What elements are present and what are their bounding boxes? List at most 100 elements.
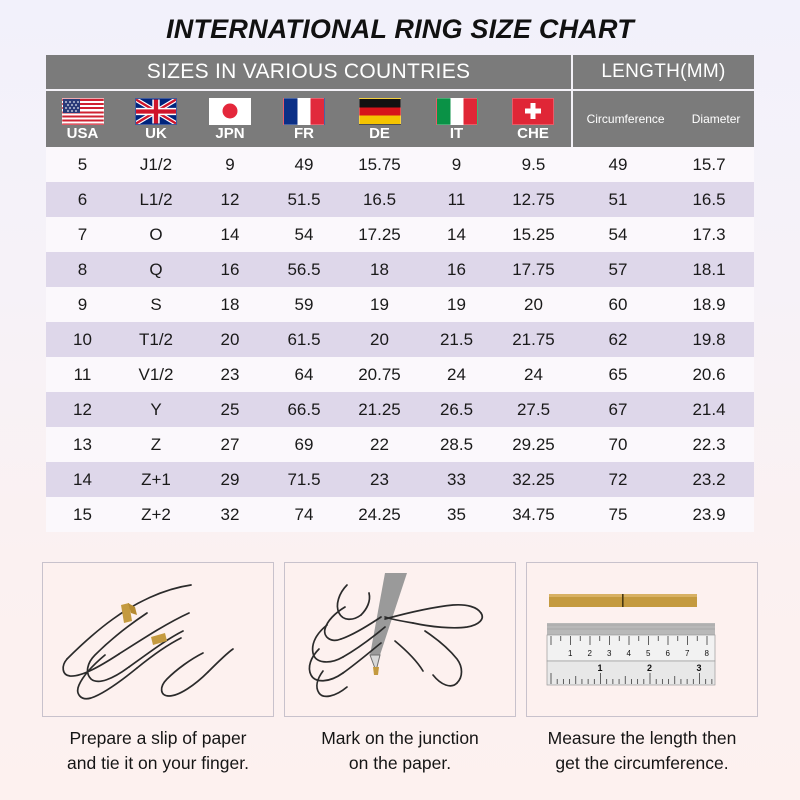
cell-circumference: 70 [572, 427, 664, 462]
table-body: 5 J1/2 9 49 15.75 9 9.5 49 15.7 6 L1/2 12 51.5 16.5 11… [46, 147, 755, 532]
cell-che: 27.5 [495, 392, 572, 427]
cell-de: 15.75 [341, 147, 418, 182]
cell-usa: 8 [46, 252, 119, 287]
cell-uk: Y [119, 392, 193, 427]
uk-label: UK [145, 124, 167, 142]
panel-3-caption-line1: Measure the length then [547, 728, 737, 748]
cell-che: 32.25 [495, 462, 572, 497]
cell-de: 18 [341, 252, 418, 287]
cell-circumference: 57 [572, 252, 664, 287]
cell-de: 23 [341, 462, 418, 497]
paper-strip-gold-1 [121, 603, 137, 623]
cell-fr: 74 [267, 497, 341, 532]
inch-tick-label: 3 [697, 663, 702, 673]
cell-jpn: 9 [193, 147, 267, 182]
table-row: 6 L1/2 12 51.5 16.5 11 12.75 51 16.5 [46, 182, 755, 217]
uk-flag-icon [135, 97, 177, 125]
header-group-row: SIZES IN VARIOUS COUNTRIES LENGTH(MM) [46, 55, 755, 89]
japan-flag-icon [209, 97, 251, 125]
cell-usa: 15 [46, 497, 119, 532]
cell-uk: L1/2 [119, 182, 193, 217]
instruction-panel-1: Prepare a slip of paper and tie it on yo… [42, 562, 274, 776]
cell-de: 20.75 [341, 357, 418, 392]
cell-fr: 71.5 [267, 462, 341, 497]
cell-it: 33 [418, 462, 495, 497]
cell-circumference: 49 [572, 147, 664, 182]
cell-uk: V1/2 [119, 357, 193, 392]
header-length-mm: LENGTH(MM) [572, 55, 755, 89]
cell-it: 11 [418, 182, 495, 217]
header-country-usa: USA [46, 91, 119, 147]
cell-usa: 14 [46, 462, 119, 497]
cell-it: 26.5 [418, 392, 495, 427]
jpn-label: JPN [215, 124, 245, 142]
page-title: INTERNATIONAL RING SIZE CHART [166, 14, 634, 44]
cm-tick-label: 3 [607, 649, 612, 658]
cell-it: 28.5 [418, 427, 495, 462]
cell-jpn: 27 [193, 427, 267, 462]
table-row: 11 V1/2 23 64 20.75 24 24 65 20.6 [46, 357, 755, 392]
cell-jpn: 32 [193, 497, 267, 532]
cell-fr: 54 [267, 217, 341, 252]
cell-usa: 12 [46, 392, 119, 427]
cell-usa: 10 [46, 322, 119, 357]
fr-label: FR [294, 124, 314, 142]
header-country-uk: UK [119, 91, 193, 147]
cell-che: 24 [495, 357, 572, 392]
header-country-che: CHE [495, 91, 573, 147]
table-row: 5 J1/2 9 49 15.75 9 9.5 49 15.7 [46, 147, 755, 182]
cell-usa: 11 [46, 357, 119, 392]
table-row: 10 T1/2 20 61.5 20 21.5 21.75 62 19.8 [46, 322, 755, 357]
cell-fr: 64 [267, 357, 341, 392]
cell-it: 14 [418, 217, 495, 252]
header-divider [46, 89, 755, 91]
cell-uk: Z+2 [119, 497, 193, 532]
cell-uk: Z [119, 427, 193, 462]
cell-it: 19 [418, 287, 495, 322]
cell-che: 17.75 [495, 252, 572, 287]
cell-de: 21.25 [341, 392, 418, 427]
cell-circumference: 51 [572, 182, 664, 217]
panel-3-caption-line2: get the circumference. [555, 753, 729, 773]
cell-de: 22 [341, 427, 418, 462]
italy-flag-icon [435, 97, 478, 125]
table-row: 15 Z+2 32 74 24.25 35 34.75 75 23.9 [46, 497, 755, 532]
cell-jpn: 12 [193, 182, 267, 217]
cm-tick-label: 4 [627, 649, 632, 658]
cell-diameter: 18.9 [664, 287, 755, 322]
header-country-it: IT [418, 91, 495, 147]
cell-che: 34.75 [495, 497, 572, 532]
cell-circumference: 72 [572, 462, 664, 497]
header-country-de: DE [341, 91, 418, 147]
cell-fr: 61.5 [267, 322, 341, 357]
cm-tick-label: 8 [705, 649, 710, 658]
cell-usa: 13 [46, 427, 119, 462]
panel-1-caption-line2: and tie it on your finger. [67, 753, 249, 773]
instruction-panel-2: Mark on the junction on the paper. [284, 562, 516, 776]
cell-che: 29.25 [495, 427, 572, 462]
cell-fr: 59 [267, 287, 341, 322]
cell-usa: 6 [46, 182, 119, 217]
inch-tick-label: 1 [598, 663, 603, 673]
panel-1-caption-line1: Prepare a slip of paper [69, 728, 247, 748]
header-flags-row: USA [46, 91, 755, 147]
cell-uk: Z+1 [119, 462, 193, 497]
cell-circumference: 67 [572, 392, 664, 427]
cell-it: 9 [418, 147, 495, 182]
cell-uk: J1/2 [119, 147, 193, 182]
pencil-icon [369, 573, 407, 675]
cell-circumference: 54 [572, 217, 664, 252]
cell-diameter: 17.3 [664, 217, 755, 252]
cell-jpn: 14 [193, 217, 267, 252]
cell-diameter: 18.1 [664, 252, 755, 287]
cell-de: 20 [341, 322, 418, 357]
cell-circumference: 75 [572, 497, 664, 532]
ring-size-table: SIZES IN VARIOUS COUNTRIES LENGTH(MM) US… [46, 55, 755, 532]
cell-fr: 56.5 [267, 252, 341, 287]
cell-jpn: 20 [193, 322, 267, 357]
switzerland-flag-icon [512, 97, 554, 125]
cell-che: 21.75 [495, 322, 572, 357]
